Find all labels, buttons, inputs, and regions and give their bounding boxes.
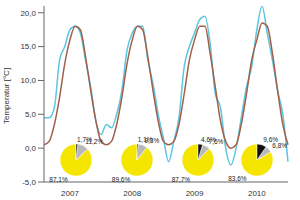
svg-text:9,6%: 9,6% bbox=[263, 136, 278, 143]
svg-text:87,1%: 87,1% bbox=[49, 176, 68, 183]
svg-text:89,6%: 89,6% bbox=[112, 176, 131, 183]
svg-text:7,6%: 7,6% bbox=[208, 138, 224, 146]
svg-text:2009: 2009 bbox=[186, 189, 204, 198]
svg-text:0,0: 0,0 bbox=[25, 144, 37, 153]
svg-text:83,6%: 83,6% bbox=[228, 175, 247, 182]
svg-text:Temperatur [°C]: Temperatur [°C] bbox=[8, 68, 11, 124]
svg-text:2008: 2008 bbox=[123, 189, 141, 198]
svg-text:1,1%: 1,1% bbox=[138, 136, 153, 143]
svg-text:20,0: 20,0 bbox=[20, 9, 36, 18]
svg-text:6,8%: 6,8% bbox=[272, 142, 288, 150]
svg-text:15,0: 15,0 bbox=[20, 42, 36, 51]
svg-text:2007: 2007 bbox=[61, 189, 79, 198]
svg-text:-5,0: -5,0 bbox=[22, 178, 36, 187]
svg-text:87,7%: 87,7% bbox=[172, 176, 191, 183]
svg-text:5,0: 5,0 bbox=[25, 110, 37, 119]
svg-text:2010: 2010 bbox=[248, 189, 266, 198]
svg-text:4,6%: 4,6% bbox=[201, 136, 216, 143]
svg-text:1,7%: 1,7% bbox=[77, 136, 92, 143]
svg-text:10,0: 10,0 bbox=[20, 76, 36, 85]
svg-text:11,2%: 11,2% bbox=[85, 137, 104, 145]
